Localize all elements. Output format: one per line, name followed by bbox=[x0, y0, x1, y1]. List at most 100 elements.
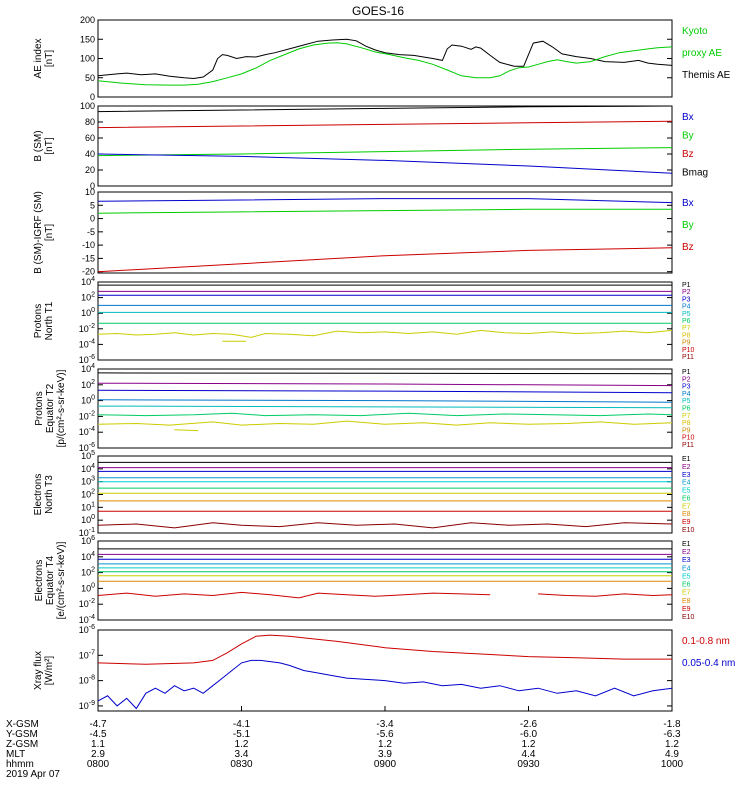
x-row-value: 1.2 bbox=[235, 739, 249, 750]
y-tick-label: 10-6 bbox=[79, 624, 95, 635]
legend-entry: P6 bbox=[682, 318, 691, 325]
y-tick-label: 0 bbox=[90, 214, 95, 224]
x-row-value: 4.4 bbox=[522, 749, 536, 760]
y-tick-label: 60 bbox=[85, 133, 95, 143]
legend-entry: E7 bbox=[682, 503, 691, 510]
legend-entry: P2 bbox=[682, 376, 691, 383]
legend-entry: 0.1-0.8 nm bbox=[682, 636, 730, 647]
y-tick-label: 101 bbox=[81, 501, 95, 512]
series-line-3 bbox=[97, 153, 673, 174]
legend-entry: E5 bbox=[682, 488, 691, 495]
x-row-value: 1.1 bbox=[91, 739, 105, 750]
y-axis-label: Xray flux bbox=[33, 651, 44, 690]
y-axis-label: [nT] bbox=[44, 224, 55, 241]
series-line-5 bbox=[97, 412, 673, 417]
y-tick-label: 10-6 bbox=[79, 442, 95, 453]
legend-entry: By bbox=[682, 131, 694, 142]
legend-entry: P8 bbox=[682, 332, 691, 339]
y-axis-label: B (SM)-IGRF (SM) bbox=[33, 191, 44, 274]
y-axis-label: AE index bbox=[33, 38, 44, 78]
y-tick-label: 0 bbox=[90, 181, 95, 191]
y-tick-label: 105 bbox=[81, 450, 95, 461]
y-tick-label: 10-8 bbox=[79, 675, 95, 686]
x-row-value: 0930 bbox=[517, 759, 540, 770]
legend-entry: P5 bbox=[682, 398, 691, 405]
y-tick-label: 104 bbox=[81, 363, 95, 374]
legend-entry: Bz bbox=[682, 242, 694, 253]
legend-entry: P11 bbox=[682, 442, 694, 449]
x-row-value: -2.6 bbox=[520, 719, 538, 730]
panel-pnt1: 10-6 10-4 10-2 100 102 104 Protons North T1 P1P2… bbox=[33, 276, 695, 365]
legend-entry: E8 bbox=[682, 598, 691, 605]
legend-entry: By bbox=[682, 220, 694, 231]
series-line-2 bbox=[97, 147, 673, 157]
series-line-1 bbox=[97, 208, 672, 214]
legend-entry: P9 bbox=[682, 427, 691, 434]
x-row-label: Y-GSM bbox=[6, 729, 38, 740]
y-tick-label: 10-2 bbox=[79, 410, 95, 421]
legend-entry: P10 bbox=[682, 435, 695, 442]
y-tick-label: 102 bbox=[81, 489, 95, 500]
y-tick-label: 10-4 bbox=[79, 338, 95, 349]
series-line-1 bbox=[97, 120, 673, 129]
y-tick-label: 102 bbox=[81, 567, 95, 578]
y-tick-label: 10 bbox=[85, 187, 95, 197]
x-row-value: 0800 bbox=[87, 759, 110, 770]
x-row-value: 0830 bbox=[230, 759, 253, 770]
y-tick-label: 10-9 bbox=[79, 700, 95, 711]
y-axis-label: Equator T4 bbox=[45, 555, 56, 605]
x-row-value: 3.9 bbox=[378, 749, 392, 760]
y-tick-label: 104 bbox=[81, 463, 95, 474]
x-row-value: -5.1 bbox=[233, 729, 251, 740]
legend-entry: P1 bbox=[682, 282, 691, 289]
y-tick-label: 100 bbox=[81, 582, 95, 593]
series-line-0 bbox=[97, 634, 672, 665]
panel-bsm: 0 20 40 60 80 100 B (SM) [nT] Bx By Bz Bmag bbox=[33, 101, 708, 191]
panel-frame bbox=[97, 281, 673, 361]
series-line-1 bbox=[97, 659, 673, 710]
x-row-value: -1.8 bbox=[663, 719, 681, 730]
legend-entry: P1 bbox=[682, 369, 691, 376]
legend-entry: P4 bbox=[682, 391, 691, 398]
series-line-0 bbox=[97, 372, 673, 375]
y-tick-label: 80 bbox=[85, 117, 95, 127]
legend-entry: P10 bbox=[682, 347, 695, 354]
x-row-value: -6.3 bbox=[663, 729, 681, 740]
legend-entry: E6 bbox=[682, 582, 691, 589]
x-row-value: 1000 bbox=[661, 759, 684, 770]
x-row-label: Z-GSM bbox=[6, 739, 38, 750]
y-tick-label: 10-1 bbox=[79, 527, 95, 538]
panel-frame bbox=[97, 629, 673, 712]
x-row-value: -3.4 bbox=[376, 719, 394, 730]
y-tick-label: 10-2 bbox=[79, 598, 95, 609]
y-tick-label: 106 bbox=[81, 535, 95, 546]
panel-pet2: 10-6 10-4 10-2 100 102 104 Protons Equator T2 [p… bbox=[34, 363, 695, 453]
legend-entry: P7 bbox=[682, 413, 691, 420]
x-row-value: 2.9 bbox=[91, 749, 105, 760]
legend-entry: E3 bbox=[682, 557, 691, 564]
legend-entry: E9 bbox=[682, 519, 691, 526]
panel-frame bbox=[97, 540, 673, 621]
legend-entry: E2 bbox=[682, 549, 691, 556]
y-axis-label: [W/m²] bbox=[44, 656, 55, 686]
y-axis-label: Protons bbox=[33, 304, 44, 338]
x-row-value: -4.7 bbox=[89, 719, 107, 730]
legend-entry: proxy AE bbox=[682, 48, 722, 59]
series-line-2 bbox=[97, 247, 673, 273]
y-tick-label: 10-7 bbox=[79, 649, 95, 660]
y-tick-label: 50 bbox=[85, 73, 95, 83]
legend-entry: E1 bbox=[682, 456, 691, 463]
series-line-0 bbox=[97, 38, 673, 80]
y-tick-label: 0 bbox=[90, 92, 95, 102]
y-axis-label: Electrons bbox=[34, 560, 45, 602]
legend-entry: E10 bbox=[682, 614, 695, 621]
series-line-6 bbox=[97, 329, 673, 338]
y-tick-label: 5 bbox=[90, 200, 95, 210]
legend-entry: E10 bbox=[682, 527, 695, 534]
series-line-7 bbox=[174, 429, 199, 432]
y-tick-label: 10-4 bbox=[79, 614, 95, 625]
y-tick-label: 104 bbox=[81, 551, 95, 562]
series-line-9 bbox=[97, 522, 673, 529]
x-row-value: 1.2 bbox=[378, 739, 392, 750]
